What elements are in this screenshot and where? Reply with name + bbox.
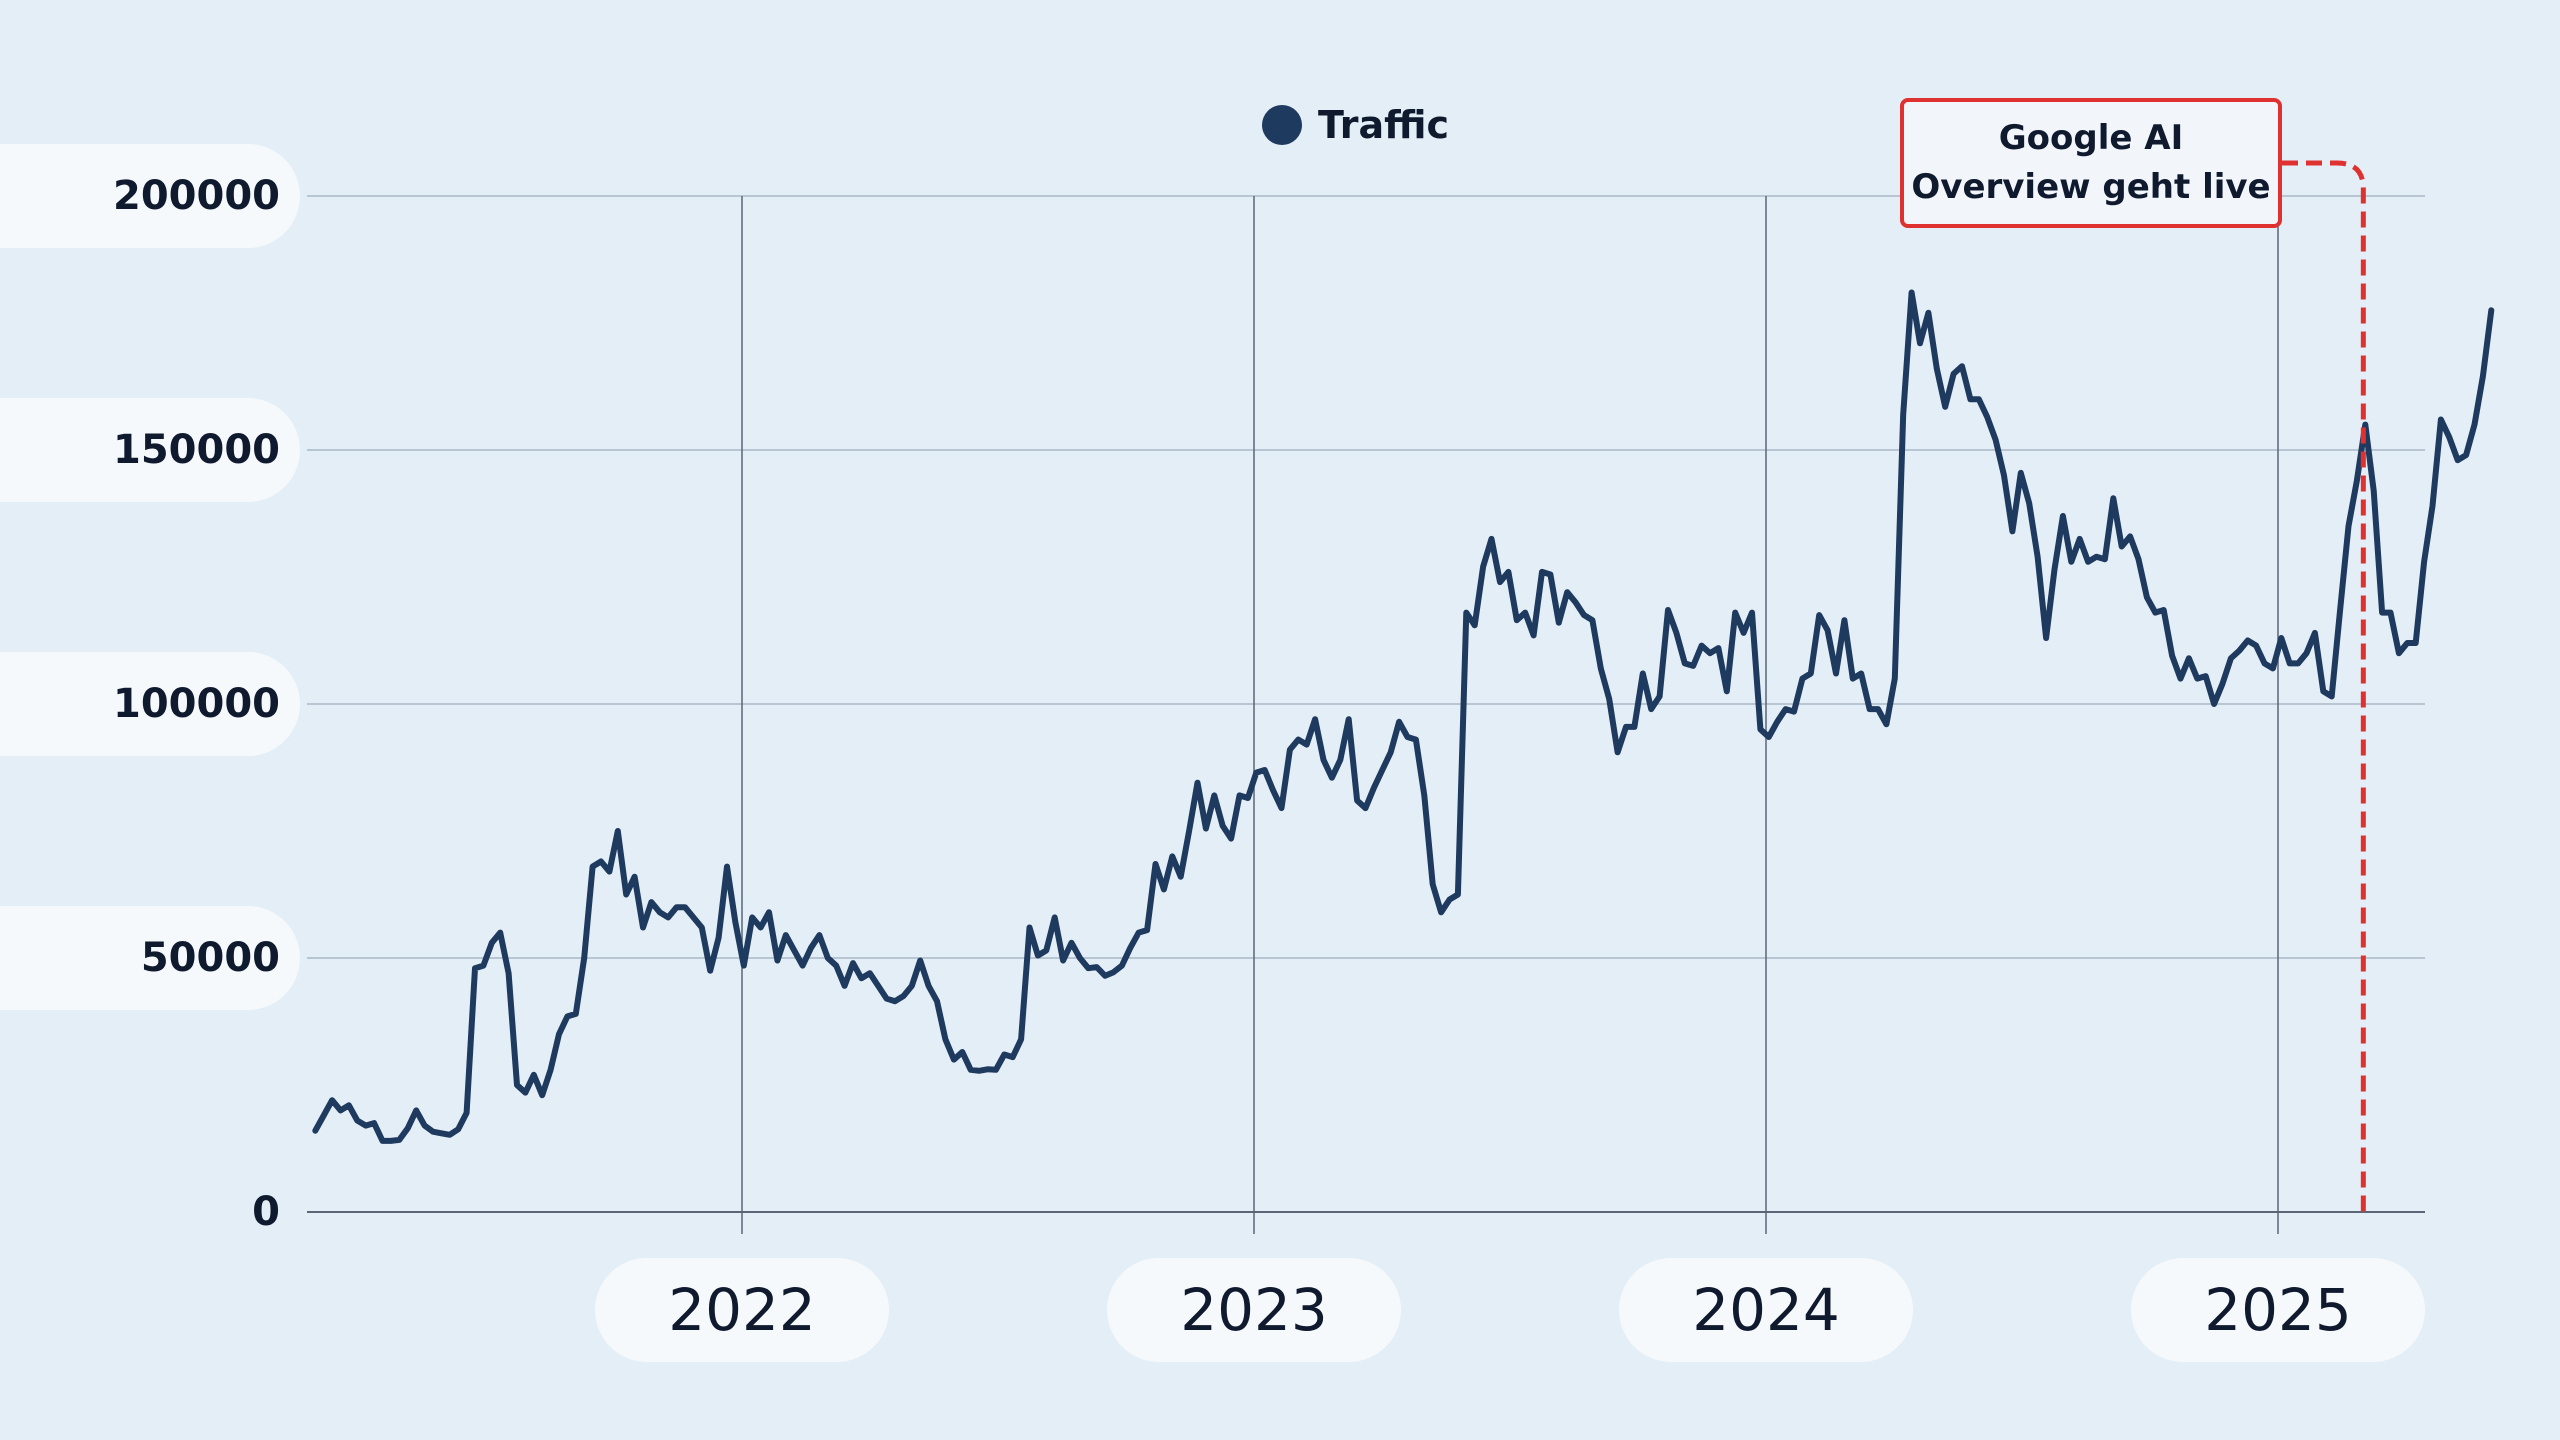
series-line-traffic bbox=[312, 289, 2495, 1144]
legend-marker-traffic bbox=[1262, 105, 1302, 145]
annotation-box: Google AI Overview geht live bbox=[1900, 98, 2282, 228]
x-tick-label-2023: 2023 bbox=[1107, 1258, 1401, 1362]
legend-label-traffic: Traffic bbox=[1318, 103, 1450, 147]
y-tick-label-50000: 50000 bbox=[0, 906, 300, 1010]
y-tick-label-200000: 200000 bbox=[0, 144, 300, 248]
legend: Traffic bbox=[1262, 100, 1449, 150]
y-tick-label-100000: 100000 bbox=[0, 652, 300, 756]
x-tick-label-2024: 2024 bbox=[1619, 1258, 1913, 1362]
vertical-gridlines bbox=[741, 196, 2279, 1234]
x-tick-label-2022: 2022 bbox=[595, 1258, 889, 1362]
y-tick-label-0: 0 bbox=[252, 1189, 280, 1235]
series-group bbox=[312, 289, 2495, 1144]
x-tick-label-2025: 2025 bbox=[2131, 1258, 2425, 1362]
horizontal-gridlines bbox=[307, 195, 2425, 959]
y-tick-label-150000: 150000 bbox=[0, 398, 300, 502]
annotation-connector bbox=[2282, 160, 2366, 1212]
